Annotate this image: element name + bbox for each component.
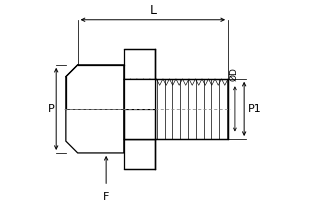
Text: L: L: [149, 4, 156, 17]
Text: P1: P1: [248, 104, 262, 114]
Text: F: F: [103, 192, 109, 202]
Polygon shape: [124, 109, 155, 169]
Polygon shape: [66, 109, 124, 153]
Polygon shape: [124, 49, 155, 109]
Text: P: P: [48, 104, 55, 114]
Polygon shape: [124, 79, 228, 139]
Polygon shape: [124, 109, 155, 139]
Text: ØD: ØD: [229, 67, 238, 81]
Polygon shape: [66, 65, 124, 109]
Polygon shape: [124, 79, 155, 109]
